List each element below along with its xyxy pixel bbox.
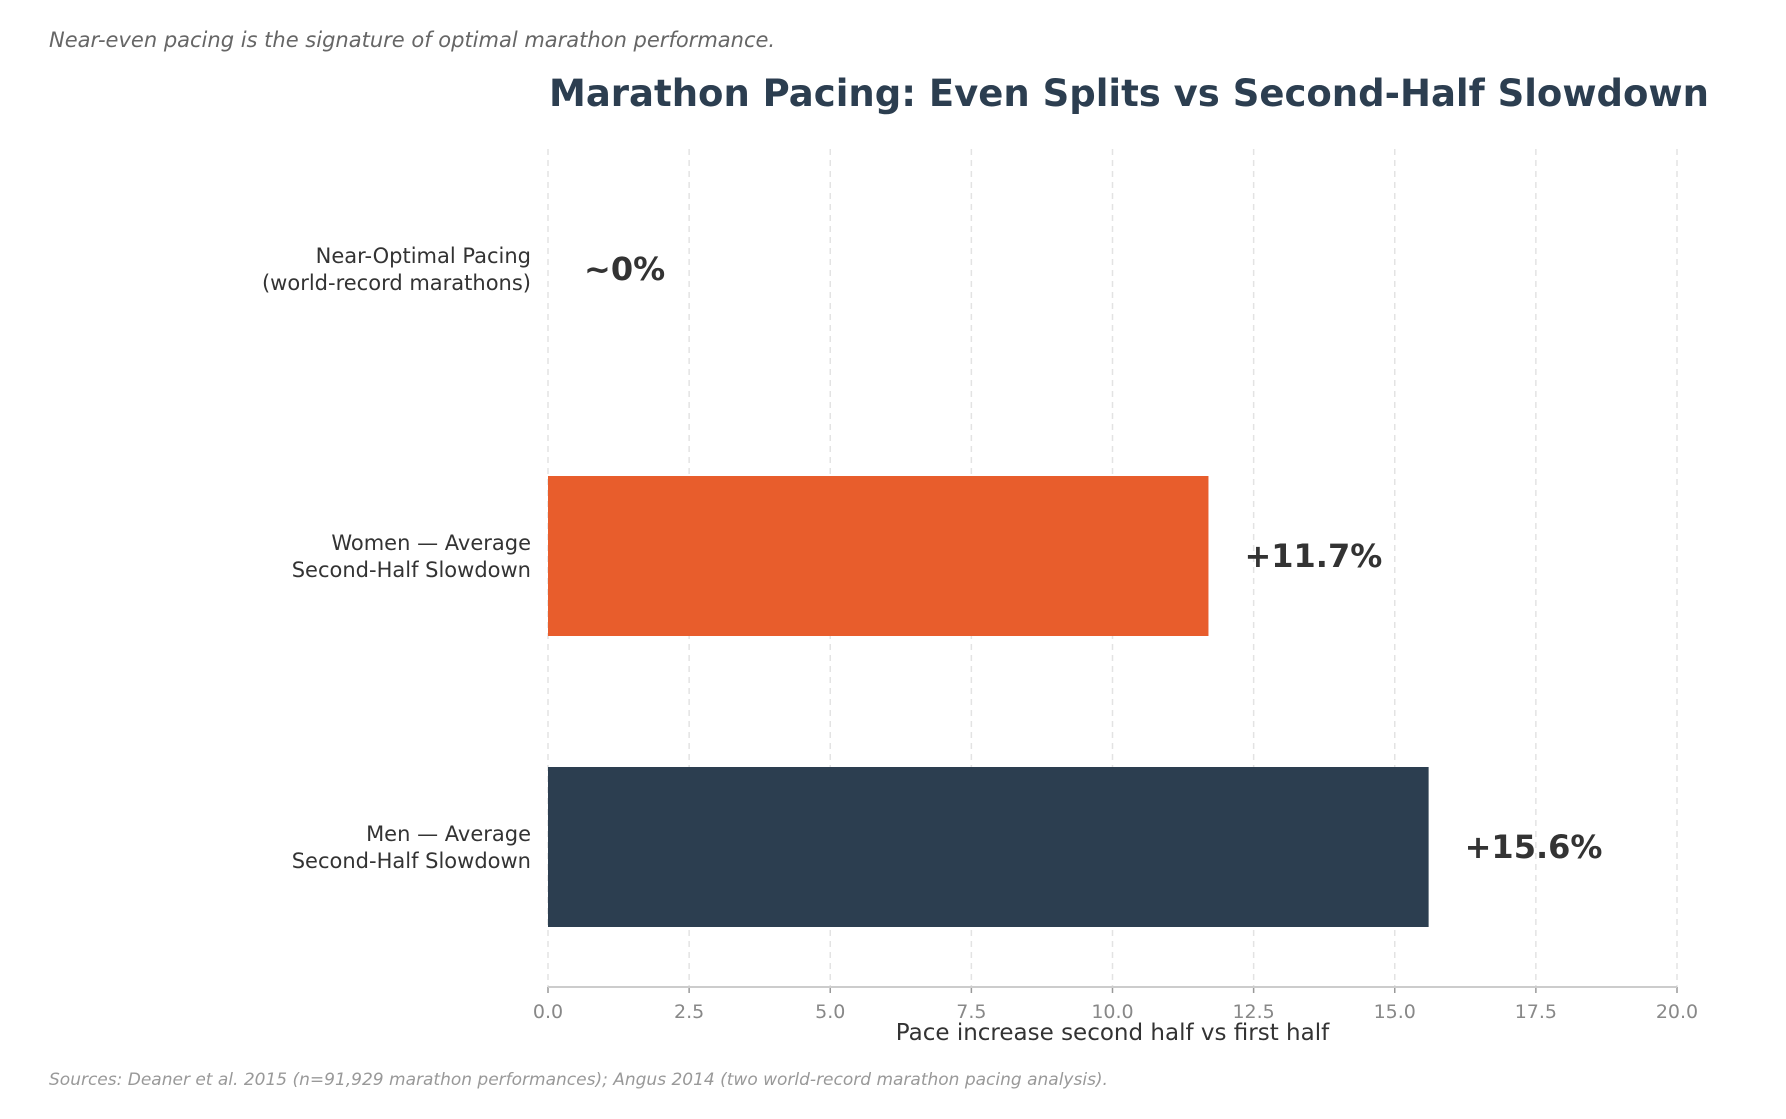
data-label: +11.7% — [1244, 537, 1382, 575]
x-tick-label: 5.0 — [815, 1001, 845, 1023]
x-tick-label: 2.5 — [674, 1001, 704, 1023]
source-note: Sources: Deaner et al. 2015 (n=91,929 ma… — [49, 1070, 1108, 1090]
category-label: (world-record marathons) — [262, 271, 531, 295]
data-label: ~0% — [584, 250, 665, 288]
x-tick-label: 15.0 — [1374, 1001, 1416, 1023]
bar — [548, 476, 1209, 636]
category-label: Second-Half Slowdown — [292, 558, 531, 582]
category-label: Women — Average — [331, 531, 531, 555]
bar — [548, 767, 1429, 927]
chart-subtitle: Near-even pacing is the signature of opt… — [49, 28, 776, 52]
category-label: Second-Half Slowdown — [292, 849, 531, 873]
x-axis-label: Pace increase second half vs first half — [896, 1020, 1330, 1046]
data-label: +15.6% — [1465, 828, 1603, 866]
x-tick-label: 7.5 — [956, 1001, 986, 1023]
x-tick-label: 12.5 — [1232, 1001, 1274, 1023]
chart-title: Marathon Pacing: Even Splits vs Second-H… — [549, 72, 1709, 115]
category-label: Near-Optimal Pacing — [316, 244, 531, 268]
x-tick-label: 0.0 — [533, 1001, 563, 1023]
x-tick-label: 10.0 — [1091, 1001, 1133, 1023]
x-tick-label: 20.0 — [1656, 1001, 1698, 1023]
x-tick-label: 17.5 — [1515, 1001, 1557, 1023]
category-label: Men — Average — [366, 822, 531, 846]
